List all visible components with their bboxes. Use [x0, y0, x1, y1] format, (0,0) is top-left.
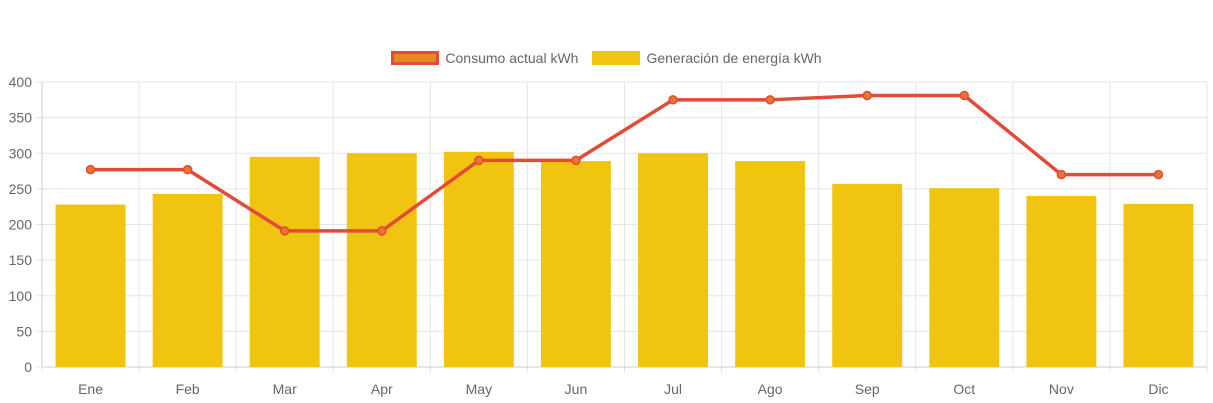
x-tick-label: Nov — [1049, 381, 1074, 397]
y-tick-label: 200 — [9, 217, 33, 233]
x-tick-label: Dic — [1148, 381, 1168, 397]
point-consumo-dic — [1153, 169, 1164, 180]
x-tick-label: May — [466, 381, 492, 397]
y-tick-label: 350 — [9, 110, 33, 126]
bar-jul — [638, 153, 708, 367]
bar-nov — [1026, 196, 1097, 367]
x-tick-label: Jul — [664, 381, 682, 397]
legend-item-generacion[interactable]: Generación de energía kWh — [592, 50, 822, 66]
x-tick-label: Oct — [953, 381, 975, 397]
legend-label-consumo: Consumo actual kWh — [445, 50, 579, 66]
bar-jun — [541, 161, 611, 367]
x-tick-label: Feb — [176, 381, 200, 397]
legend-swatch-consumo — [391, 51, 440, 65]
point-consumo-ene — [85, 164, 96, 175]
point-consumo-may — [474, 155, 484, 166]
y-tick-label: 300 — [9, 145, 33, 161]
bar-oct — [929, 188, 1000, 367]
x-tick-label: Mar — [273, 381, 297, 397]
point-consumo-nov — [1056, 169, 1067, 180]
legend-item-consumo[interactable]: Consumo actual kWh — [391, 50, 578, 66]
bar-ene — [55, 204, 126, 367]
bar-apr — [346, 153, 417, 367]
point-consumo-ago — [765, 95, 775, 105]
point-consumo-oct — [959, 90, 970, 101]
x-tick-label: Jun — [565, 381, 588, 397]
point-consumo-jul — [668, 95, 678, 105]
bar-mar — [249, 156, 320, 367]
bar-feb — [152, 193, 223, 367]
x-tick-label: Ene — [78, 381, 103, 397]
line-consumo — [90, 93, 1159, 233]
point-consumo-mar — [279, 226, 290, 236]
point-consumo-apr — [377, 226, 387, 236]
y-tick-label: 0 — [24, 359, 32, 375]
legend-swatch-generacion — [592, 51, 641, 65]
bar-dic — [1123, 203, 1194, 367]
y-tick-label: 150 — [9, 252, 33, 268]
y-tick-label: 400 — [9, 74, 33, 90]
x-tick-label: Sep — [855, 381, 880, 397]
y-tick-label: 100 — [9, 288, 33, 304]
point-consumo-feb — [182, 164, 193, 175]
bar-may — [443, 151, 514, 367]
bar-sep — [832, 183, 903, 367]
bar-ago — [735, 161, 806, 367]
legend-label-generacion: Generación de energía kWh — [646, 50, 822, 66]
x-tick-label: Apr — [371, 381, 393, 397]
y-tick-label: 50 — [16, 323, 32, 339]
y-tick-label: 250 — [9, 181, 33, 197]
point-consumo-sep — [862, 90, 872, 101]
point-consumo-jun — [571, 155, 581, 166]
legend: Consumo actual kWh Generación de energía… — [0, 50, 1213, 66]
x-tick-label: Ago — [758, 381, 783, 397]
